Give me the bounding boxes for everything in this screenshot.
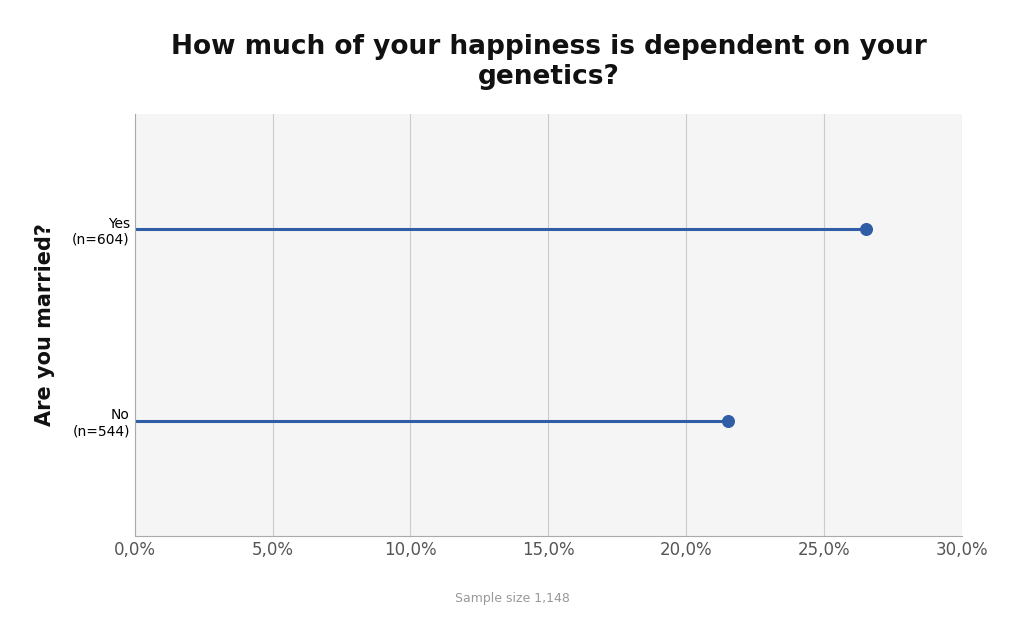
Title: How much of your happiness is dependent on your
genetics?: How much of your happiness is dependent … xyxy=(171,33,927,89)
Point xyxy=(857,224,873,234)
Text: Sample size 1,148: Sample size 1,148 xyxy=(455,592,569,605)
Point xyxy=(720,416,736,426)
Y-axis label: Are you married?: Are you married? xyxy=(36,223,55,426)
